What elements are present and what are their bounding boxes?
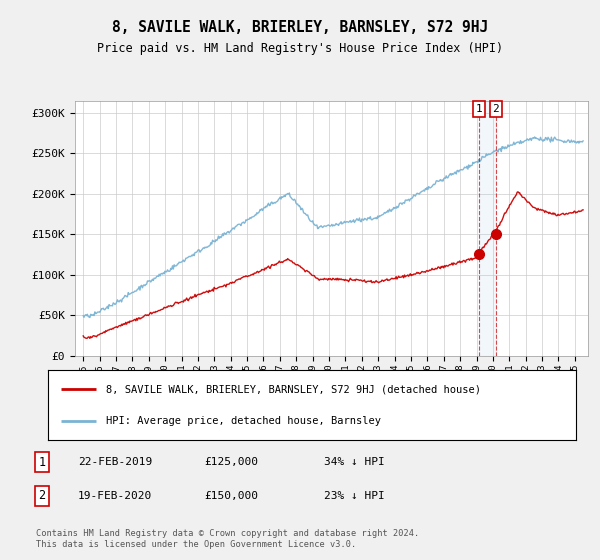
Text: Contains HM Land Registry data © Crown copyright and database right 2024.
This d: Contains HM Land Registry data © Crown c…: [36, 529, 419, 549]
Text: 8, SAVILE WALK, BRIERLEY, BARNSLEY, S72 9HJ (detached house): 8, SAVILE WALK, BRIERLEY, BARNSLEY, S72 …: [106, 384, 481, 394]
Text: £125,000: £125,000: [204, 457, 258, 467]
Text: £150,000: £150,000: [204, 491, 258, 501]
Text: 19-FEB-2020: 19-FEB-2020: [78, 491, 152, 501]
Text: 22-FEB-2019: 22-FEB-2019: [78, 457, 152, 467]
Bar: [479, 101, 496, 356]
Text: HPI: Average price, detached house, Barnsley: HPI: Average price, detached house, Barn…: [106, 416, 381, 426]
Text: 1: 1: [38, 455, 46, 469]
Text: 34% ↓ HPI: 34% ↓ HPI: [324, 457, 385, 467]
Text: 2: 2: [38, 489, 46, 502]
Text: Price paid vs. HM Land Registry's House Price Index (HPI): Price paid vs. HM Land Registry's House …: [97, 42, 503, 55]
Text: 8, SAVILE WALK, BRIERLEY, BARNSLEY, S72 9HJ: 8, SAVILE WALK, BRIERLEY, BARNSLEY, S72 …: [112, 20, 488, 35]
Text: 2: 2: [492, 104, 499, 114]
Text: 1: 1: [476, 104, 482, 114]
Text: 23% ↓ HPI: 23% ↓ HPI: [324, 491, 385, 501]
